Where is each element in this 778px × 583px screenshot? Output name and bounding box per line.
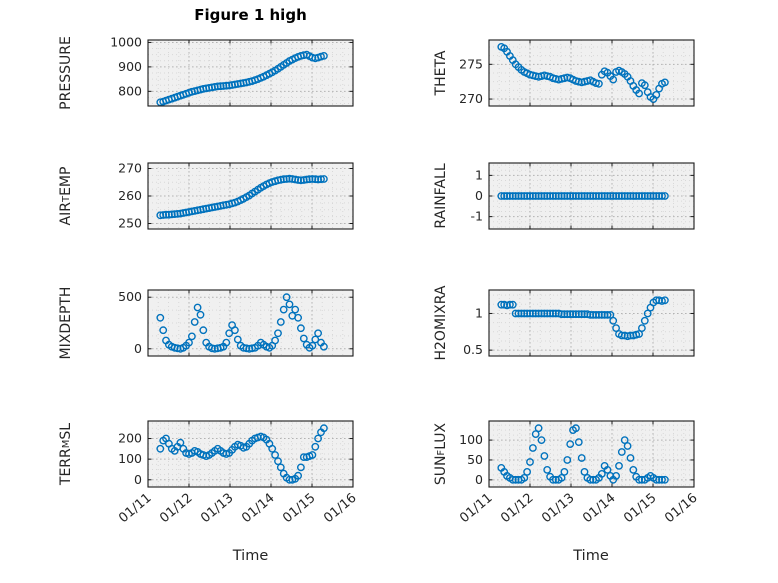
x-tick-label: 01/14: [580, 491, 618, 527]
y-tick-label: 200: [118, 431, 142, 446]
data-points: [156, 50, 328, 107]
x-tick-label: 01/15: [621, 491, 659, 527]
data-points: [156, 174, 328, 220]
x-tick-label: 01/13: [539, 491, 577, 527]
y-tick-label: 0: [475, 188, 483, 203]
subplot-air-temp: 250 260 270: [118, 161, 354, 231]
x-tick-label: 01/12: [498, 491, 536, 527]
ylabel-h2omixra: H2OMIXRA: [433, 285, 449, 361]
y-tick-label: 100: [118, 451, 142, 466]
subplot-rainfall: -1 0 1: [471, 162, 695, 230]
x-tick-label: 01/16: [662, 491, 700, 527]
x-tick-label: 01/15: [280, 491, 318, 527]
subplot-sun-flux: 01/11 01/12 01/13 01/14 01/15 01/16 0 50 100: [457, 420, 701, 527]
subplot-terr-msl: 01/11 01/12 01/13 01/14 01/15 01/16 0 100 200: [116, 420, 360, 527]
data-points: [497, 43, 669, 104]
x-tick-label: 01/11: [116, 491, 154, 527]
data-points: [156, 293, 328, 353]
y-tick-label: 800: [118, 83, 142, 98]
xlabel-left: Time: [232, 548, 269, 564]
xlabel-right: Time: [573, 548, 609, 564]
y-tick-label: 100: [459, 432, 483, 447]
data-points: [156, 424, 328, 484]
y-tick-label: 0.5: [463, 342, 483, 357]
y-tick-label: 260: [118, 188, 142, 203]
y-tick-label: 250: [118, 216, 142, 231]
x-tick-label: 01/13: [198, 491, 236, 527]
y-tick-label: 1: [475, 305, 483, 320]
x-tick-label: 01/16: [321, 491, 359, 527]
data-points: [497, 296, 669, 341]
y-tick-label: -1: [471, 209, 483, 224]
y-tick-label: 270: [118, 161, 142, 176]
figure-title: Figure 1 high: [194, 6, 307, 24]
ylabel-mixdepth: MIXDEPTH: [58, 286, 74, 360]
y-tick-label: 0: [134, 472, 142, 487]
data-points: [497, 192, 669, 200]
y-tick-label: 50: [467, 452, 483, 467]
y-tick-label: 1000: [110, 34, 142, 49]
y-tick-label: 270: [459, 91, 483, 106]
subplot-pressure: 800 900 1000: [110, 34, 354, 107]
y-tick-label: 900: [118, 59, 142, 74]
subplot-mixdepth: 0 500: [118, 289, 354, 357]
y-tick-label: 275: [459, 56, 483, 71]
subplot-theta: 270 275: [459, 39, 695, 107]
y-tick-label: 500: [118, 289, 142, 304]
subplot-h2omixra: 0.51: [463, 289, 695, 357]
y-tick-label: 1: [475, 167, 483, 182]
x-tick-label: 01/11: [457, 491, 495, 527]
ylabel-sun-flux: SUN F LUX: [433, 422, 449, 486]
ylabel-terr-msl: TERR M SL: [58, 422, 74, 486]
x-tick-label: 01/14: [239, 491, 277, 527]
y-tick-label: 0: [134, 341, 142, 356]
y-tick-label: 0: [475, 472, 483, 487]
x-tick-label: 01/12: [157, 491, 195, 527]
data-points: [497, 424, 669, 484]
